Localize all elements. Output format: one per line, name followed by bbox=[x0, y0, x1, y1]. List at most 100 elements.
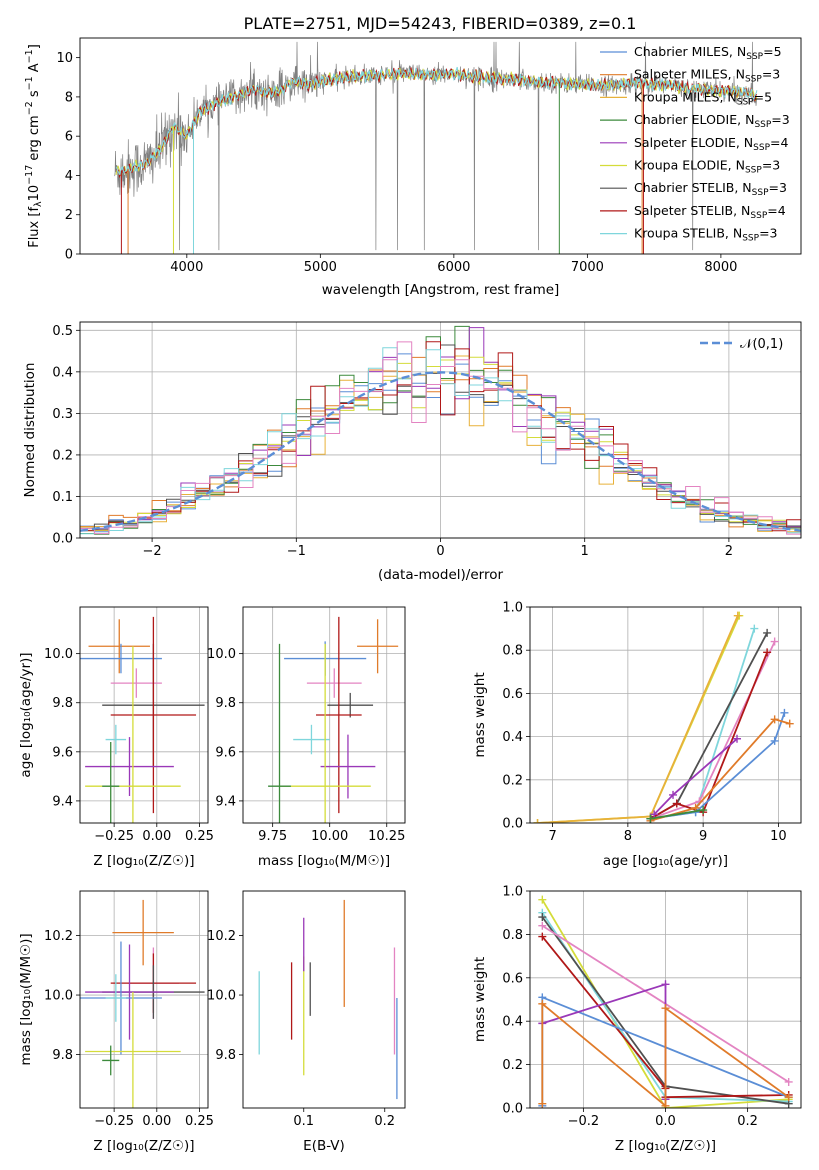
x-tick-label: 0.0 bbox=[655, 1114, 676, 1129]
weight-marker bbox=[661, 1004, 670, 1013]
weight-marker bbox=[533, 819, 542, 823]
panel-mass-vs-metallicity: −0.25 0.00 0.25 9.8 10.0 10.2 Z [log₁₀(Z/Z☉)] m… bbox=[18, 890, 214, 1154]
x-tick-label: −0.25 bbox=[94, 829, 134, 844]
y-tick-label: 0.2 bbox=[502, 773, 523, 788]
weight-marker bbox=[733, 611, 742, 620]
x-tick-label: −0.2 bbox=[568, 1114, 600, 1129]
plot-area bbox=[268, 616, 399, 823]
x-tick-label: −2 bbox=[143, 544, 162, 559]
y-tick-label: 10.0 bbox=[207, 989, 236, 1004]
legend: Chabrier MILES, NSSP=5 Salpeter MILES, NS… bbox=[600, 44, 790, 244]
weight-line bbox=[649, 652, 768, 820]
x-axis-label: Z [log₁₀(Z/Z☉)] bbox=[615, 1138, 716, 1154]
weight-marker bbox=[733, 734, 742, 743]
y-tick-label: 10 bbox=[56, 51, 73, 66]
weight-marker bbox=[661, 980, 670, 989]
weight-line bbox=[653, 632, 768, 818]
normal-curve bbox=[80, 371, 801, 532]
plot-area bbox=[258, 899, 398, 1100]
axes-frame bbox=[79, 37, 802, 255]
x-tick-label: 7000 bbox=[571, 260, 604, 275]
y-tick-label: 0.4 bbox=[52, 365, 73, 380]
panel-mass-vs-ebv: 0.1 0.2 9.8 10.0 10.2 E(B-V) bbox=[207, 890, 406, 1154]
weight-marker bbox=[538, 932, 547, 941]
y-tick-label: 10.0 bbox=[44, 647, 73, 662]
legend-label: 𝒩(0,1) bbox=[740, 337, 783, 352]
y-tick-label: 1.0 bbox=[502, 885, 523, 900]
panel-mass-weight-vs-metallicity: −0.2 0.0 0.2 0.0 0.2 0.4 0.6 0.8 1.0 Z [log₁₀(Z/Z… bbox=[472, 885, 802, 1154]
x-tick-label: 0.00 bbox=[142, 829, 171, 844]
y-tick-label: 6 bbox=[65, 130, 73, 145]
y-tick-label: 8 bbox=[65, 90, 73, 105]
y-tick-label: 2 bbox=[65, 208, 73, 223]
legend-label: Kroupa ELODIE, NSSP=3 bbox=[634, 158, 780, 176]
axes-frame bbox=[242, 606, 406, 824]
y-tick-label: 9.4 bbox=[215, 794, 236, 809]
y-tick-label: 10.0 bbox=[207, 647, 236, 662]
weight-marker bbox=[784, 1077, 793, 1086]
histogram-step bbox=[80, 341, 801, 535]
plot-area bbox=[533, 611, 794, 823]
panel-age-vs-mass: 9.75 10.00 10.25 9.4 9.6 9.8 10.0 mass [log₁₀(M… bbox=[207, 606, 406, 869]
axes-frame bbox=[242, 890, 406, 1109]
legend-label: Salpeter STELIB, NSSP=4 bbox=[634, 203, 786, 221]
y-tick-label: 9.8 bbox=[215, 696, 236, 711]
weight-marker bbox=[538, 895, 547, 904]
y-tick-label: 0.6 bbox=[502, 687, 523, 702]
y-tick-label: 9.4 bbox=[52, 794, 73, 809]
x-axis-label: wavelength [Angstrom, rest frame] bbox=[322, 282, 560, 298]
weight-line bbox=[541, 1001, 790, 1108]
x-tick-label: 0.1 bbox=[293, 1114, 314, 1129]
weight-marker bbox=[538, 999, 547, 1008]
y-tick-label: 0.0 bbox=[52, 532, 73, 547]
weight-marker bbox=[770, 637, 779, 646]
model-spectrum bbox=[115, 67, 758, 177]
x-tick-label: 9.75 bbox=[258, 829, 287, 844]
x-tick-label: 0 bbox=[436, 544, 444, 559]
x-tick-label: 0.25 bbox=[185, 829, 214, 844]
legend-label: Chabrier MILES, NSSP=5 bbox=[634, 44, 782, 62]
y-tick-label: 0.8 bbox=[502, 644, 523, 659]
plot-area bbox=[114, 41, 758, 254]
y-axis-label: Normed distribution bbox=[22, 363, 38, 498]
y-tick-label: 0.0 bbox=[502, 1102, 523, 1117]
axes-frame bbox=[529, 606, 802, 824]
weight-marker bbox=[770, 715, 779, 724]
figure-title: PLATE=2751, MJD=54243, FIBERID=0389, z=0… bbox=[244, 14, 637, 33]
weight-marker bbox=[780, 708, 789, 717]
x-tick-label: 0.2 bbox=[737, 1114, 758, 1129]
y-axis-label: mass [log₁₀(M/M☉)] bbox=[18, 933, 34, 1065]
y-tick-label: 9.6 bbox=[215, 745, 236, 760]
x-tick-label: 0.00 bbox=[142, 1114, 171, 1129]
y-tick-label: 0.0 bbox=[502, 817, 523, 832]
weight-marker bbox=[669, 790, 678, 799]
panel-spectrum: 4000 5000 6000 7000 8000 0 2 4 6 8 10 wavelength [A… bbox=[24, 37, 802, 298]
weight-marker bbox=[784, 1093, 793, 1102]
weight-marker bbox=[785, 719, 794, 728]
x-tick-label: 5000 bbox=[304, 260, 337, 275]
weight-marker bbox=[750, 624, 759, 633]
plot-area bbox=[80, 616, 205, 823]
x-tick-label: 1 bbox=[581, 544, 589, 559]
y-tick-label: 0.2 bbox=[52, 448, 73, 463]
y-axis-label: Flux [fλ10−17 erg cm−2 s−1 A−1] bbox=[24, 44, 44, 248]
legend-label: Salpeter MILES, NSSP=3 bbox=[634, 67, 780, 85]
x-tick-label: 6000 bbox=[437, 260, 470, 275]
plot-area bbox=[80, 325, 801, 538]
y-tick-label: 10.2 bbox=[207, 929, 236, 944]
panel-histogram: −2 −1 0 1 2 0.0 0.1 0.2 0.3 0.4 0.5 (data-model)/er… bbox=[22, 321, 802, 583]
x-tick-label: 10 bbox=[770, 829, 787, 844]
y-tick-label: 0.6 bbox=[502, 971, 523, 986]
y-tick-label: 9.8 bbox=[52, 1048, 73, 1063]
plot-area bbox=[80, 899, 205, 1108]
y-tick-label: 9.6 bbox=[52, 745, 73, 760]
model-spectrum bbox=[115, 66, 758, 175]
x-axis-label: Z [log₁₀(Z/Z☉)] bbox=[93, 1138, 194, 1154]
y-tick-label: 0.4 bbox=[502, 1015, 523, 1030]
weight-marker bbox=[538, 1099, 547, 1108]
axes-frame bbox=[79, 890, 209, 1109]
x-tick-label: 8000 bbox=[704, 260, 737, 275]
legend-label: Chabrier STELIB, NSSP=3 bbox=[634, 180, 787, 198]
y-axis-label: mass weight bbox=[472, 957, 488, 1042]
